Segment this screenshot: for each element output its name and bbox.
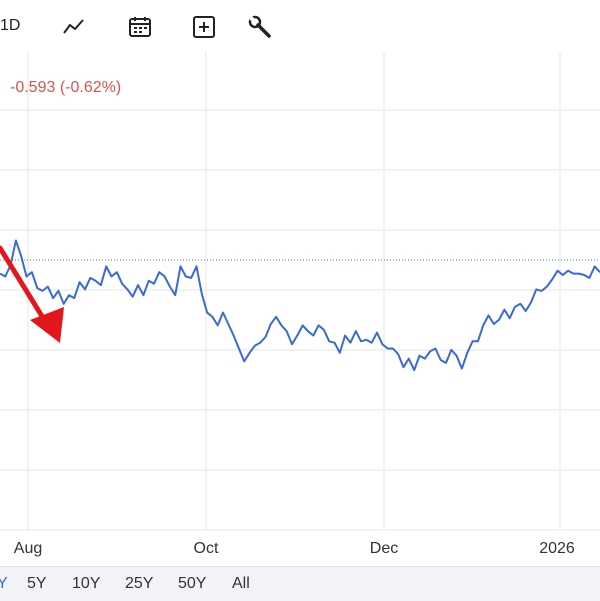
interval-selector[interactable]: 1D xyxy=(0,17,21,34)
chart-grid xyxy=(0,52,600,531)
range-25y[interactable]: 25Y xyxy=(125,575,154,592)
range-partial-item[interactable]: Y xyxy=(0,575,8,592)
x-tick-label: Aug xyxy=(14,540,42,557)
range-5y[interactable]: 5Y xyxy=(27,575,47,592)
add-box-icon[interactable] xyxy=(191,14,217,40)
range-50y[interactable]: 50Y xyxy=(178,575,207,592)
series-line[interactable] xyxy=(0,239,600,372)
annotation-arrow xyxy=(0,245,64,343)
line-chart-icon[interactable] xyxy=(61,14,87,40)
x-axis-ticks: Aug Oct Dec 2026 xyxy=(14,540,575,557)
price-change: -0.593 (-0.62%) xyxy=(10,79,122,96)
x-tick-label: Dec xyxy=(370,540,398,557)
range-selector: Y 5Y 10Y 25Y 50Y All xyxy=(0,566,600,601)
calendar-icon[interactable] xyxy=(127,14,153,40)
x-tick-label: Oct xyxy=(194,540,219,557)
range-10y[interactable]: 10Y xyxy=(72,575,101,592)
range-all[interactable]: All xyxy=(232,575,250,592)
x-tick-label: 2026 xyxy=(539,540,575,557)
chart-toolbar: 1D xyxy=(0,0,600,52)
wrench-icon[interactable] xyxy=(247,14,273,40)
